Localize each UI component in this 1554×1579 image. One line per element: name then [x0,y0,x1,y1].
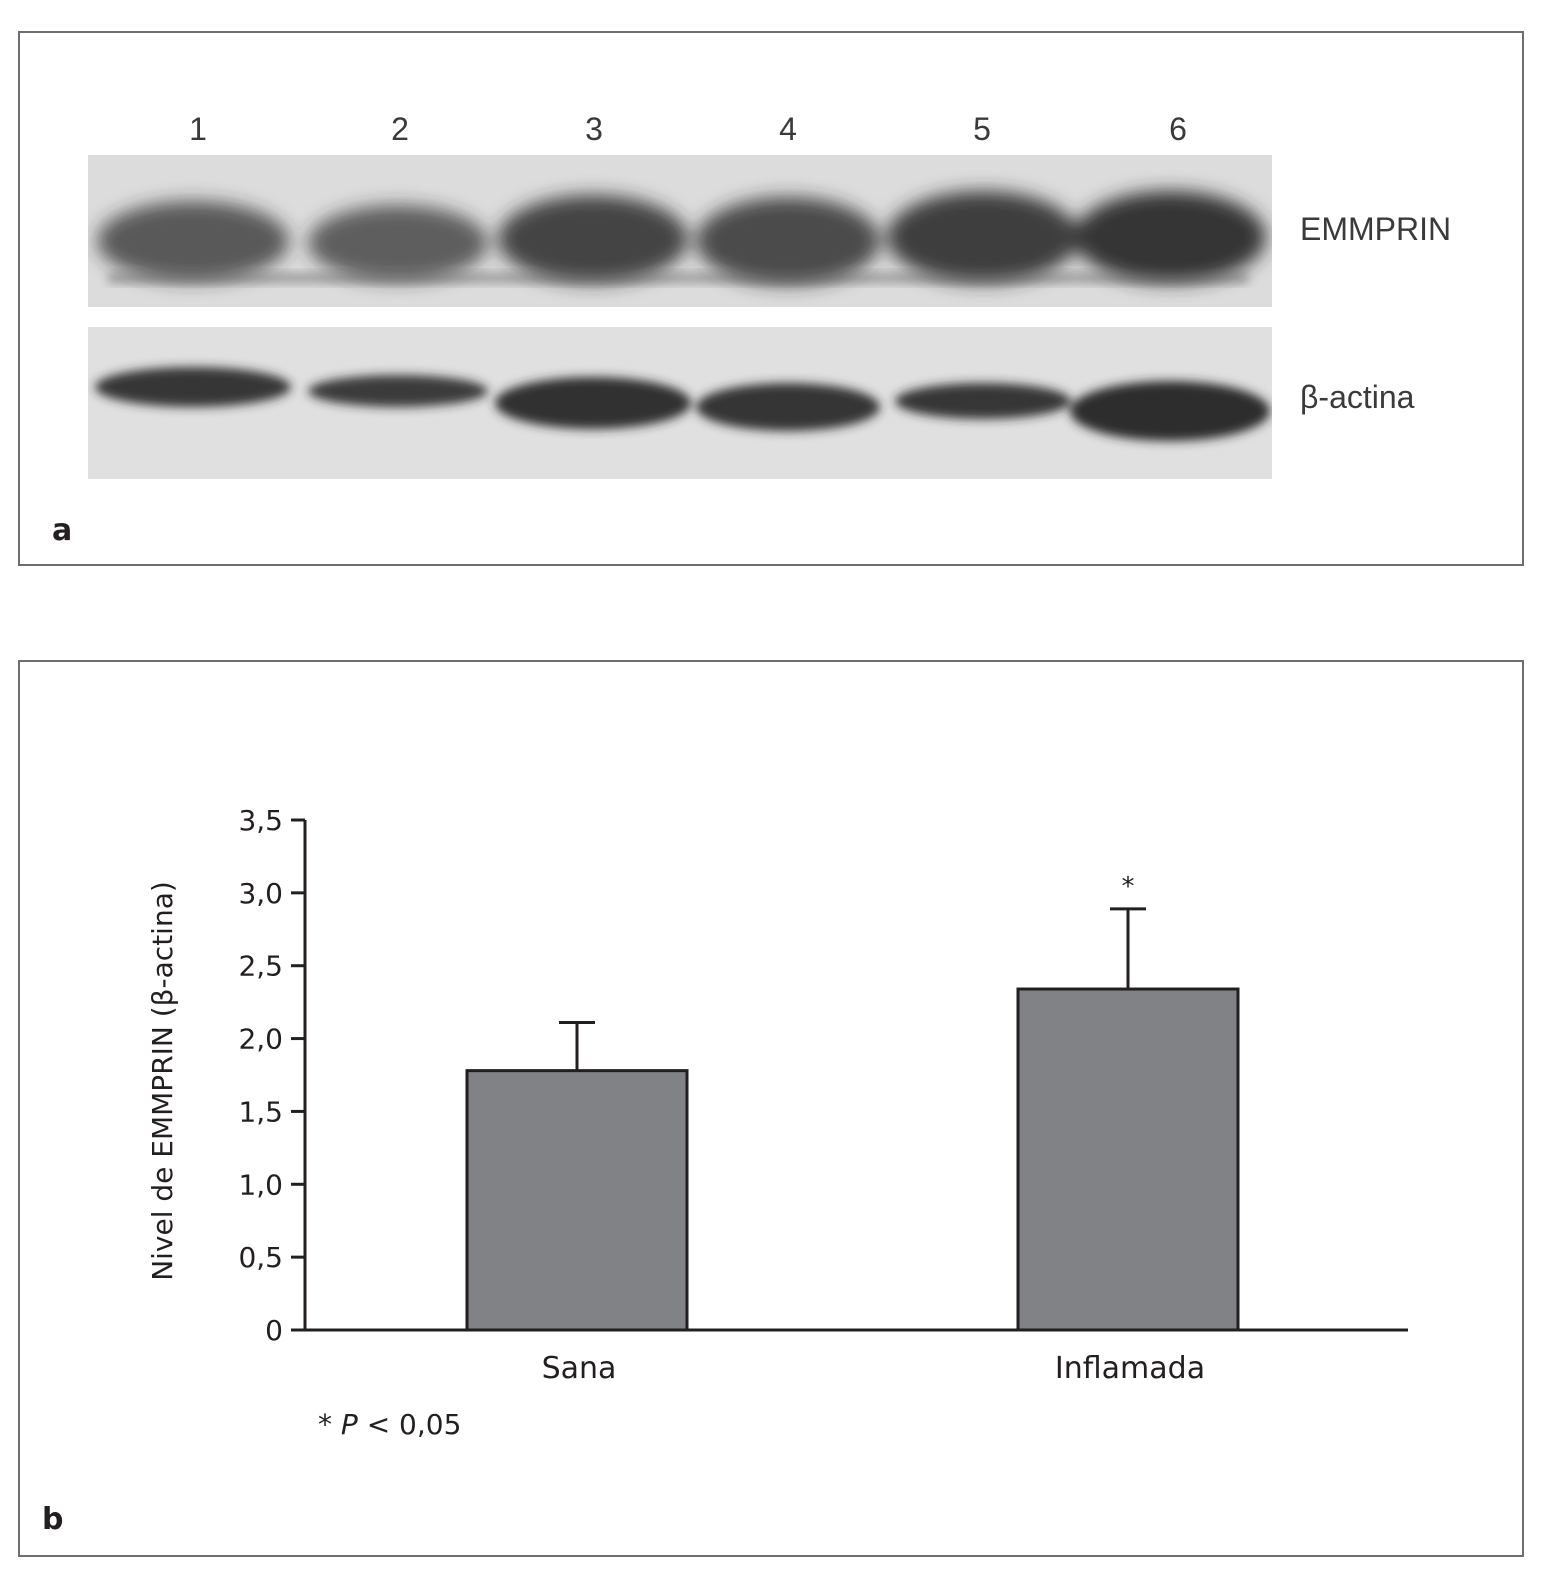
lane-number-3: 3 [585,111,603,147]
actin-band-lane-3 [495,377,691,429]
actin-band-lane-5 [895,383,1071,419]
lane-number-5: 5 [973,111,991,147]
emmprin-band-label: EMMPRIN [1300,211,1452,247]
x-category-label-1: Inflamada [1055,1351,1205,1386]
emmprin-band-lane-3 [498,195,688,283]
y-tick-label-3: 1,5 [238,1095,283,1128]
y-tick-label-6: 3,0 [238,877,283,910]
panel-letter-b: b [42,1502,64,1537]
panel-a-western-blot: 1 2 3 4 5 6 EMMPRI [18,31,1524,566]
emmprin-band-lane-1 [97,201,289,281]
emmprin-band-lane-2 [308,205,488,281]
actin-band-lane-6 [1070,381,1270,441]
actin-band-lane-1 [95,367,291,407]
p-value-footnote: * P < 0,05 [318,1408,461,1441]
y-tick-label-2: 1,0 [238,1168,283,1201]
bar-sana [465,1069,689,1332]
lane-number-6: 6 [1169,111,1187,147]
emmprin-band-lane-6 [1074,191,1266,283]
emmprin-band-lane-4 [696,197,880,285]
y-tick-label-1: 0,5 [238,1241,283,1274]
x-category-label-0: Sana [542,1351,617,1386]
lane-number-2: 2 [391,111,409,147]
y-tick-label-7: 3,5 [238,804,283,837]
lane-number-1: 1 [189,111,207,147]
panel-b-bar-chart: 0 0,5 1,0 1,5 2,0 2,5 3,0 3,5 Nivel de EMMPRIN (… [18,660,1524,1557]
bar-inflamada [1016,987,1240,1332]
emmprin-band-lane-5 [887,191,1079,283]
y-tick-label-5: 2,5 [238,950,283,983]
lane-number-4: 4 [779,111,797,147]
panel-letter-a: a [52,513,73,548]
y-tick-label-0: 0 [265,1314,283,1347]
significance-mark-1: * [1122,872,1135,902]
y-axis-label: Nivel de EMMPRIN (β-actina) [146,881,179,1281]
actin-band-lane-4 [696,383,880,431]
emmprin-blot-strip [88,155,1272,307]
bar-chart: 0 0,5 1,0 1,5 2,0 2,5 3,0 3,5 Nivel de EMMPRIN (… [146,804,1408,1441]
actin-blot-strip [88,327,1272,479]
actin-band-label: β-actina [1300,379,1415,415]
actin-band-lane-2 [308,375,488,407]
y-tick-label-4: 2,0 [238,1023,283,1056]
